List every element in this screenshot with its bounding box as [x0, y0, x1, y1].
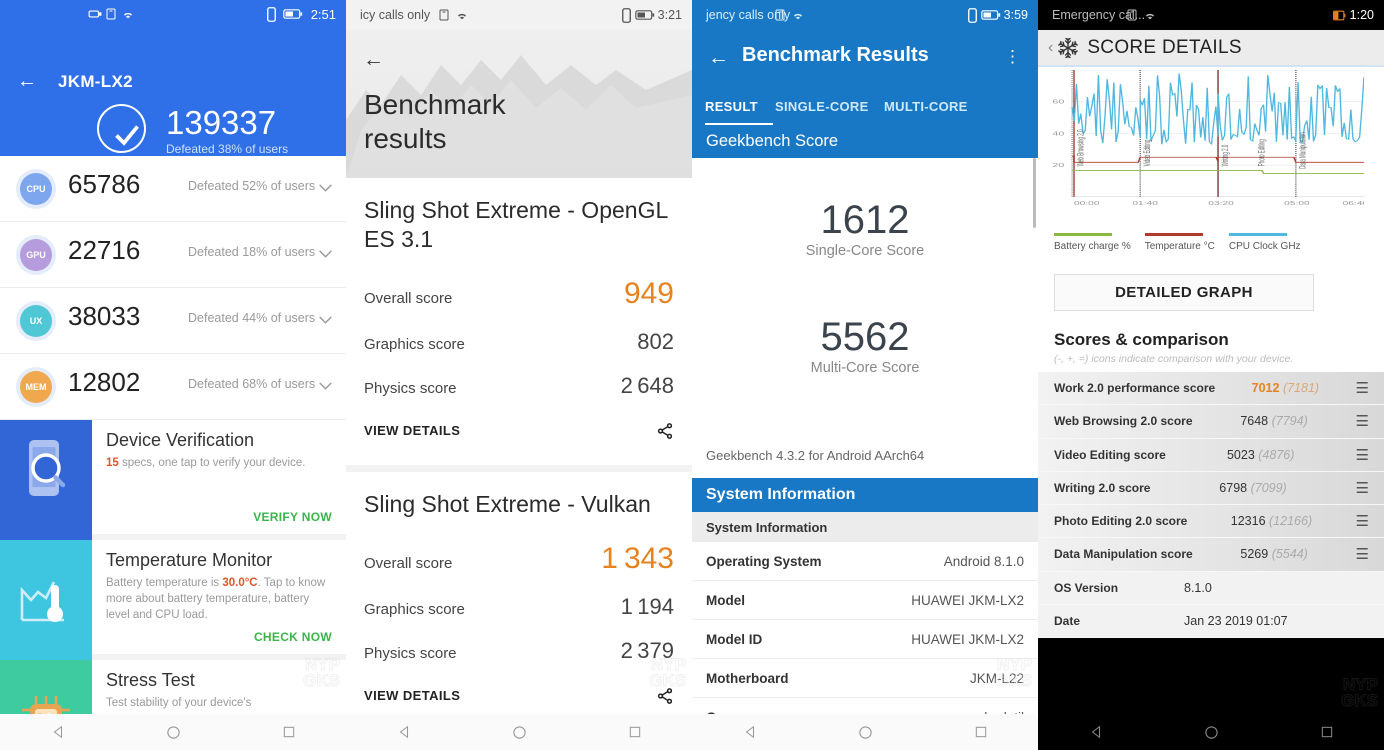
- svg-text:Writing 2.0: Writing 2.0: [1221, 145, 1230, 167]
- svg-text:40: 40: [1052, 130, 1064, 137]
- svg-text:Data Manipulation: Data Manipulation: [1299, 132, 1308, 169]
- svg-text:00:00: 00:00: [1074, 200, 1100, 206]
- svg-text:Web Browsing 2.0: Web Browsing 2.0: [1077, 129, 1086, 166]
- svg-text:06:40: 06:40: [1343, 200, 1364, 206]
- svg-text:01:40: 01:40: [1132, 200, 1158, 206]
- svg-text:03:20: 03:20: [1208, 200, 1234, 206]
- svg-text:60: 60: [1052, 98, 1064, 105]
- svg-text:Video Editing: Video Editing: [1144, 140, 1153, 167]
- svg-text:20: 20: [1052, 162, 1064, 169]
- svg-text:Photo Editing: Photo Editing: [1258, 139, 1267, 166]
- svg-text:05:00: 05:00: [1284, 200, 1310, 206]
